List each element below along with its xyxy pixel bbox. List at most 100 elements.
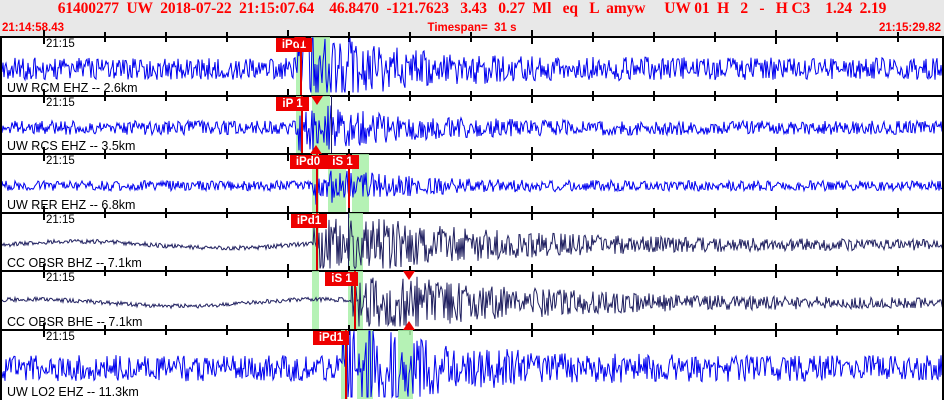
trace-row[interactable]: iPd1 21:15 UW LO2 EHZ -- 11.3km xyxy=(0,320,944,399)
trace-axis-line xyxy=(0,211,944,214)
axis-tick xyxy=(775,264,777,278)
axis-tick xyxy=(531,147,533,161)
axis-tick xyxy=(775,30,777,44)
axis-tick xyxy=(653,149,655,159)
pick-label[interactable]: iP 1 xyxy=(276,96,309,111)
axis-tick xyxy=(653,90,655,101)
axis-tick xyxy=(348,324,350,335)
axis-tick xyxy=(104,207,106,218)
pick-line[interactable] xyxy=(354,271,356,329)
pick-marker-down-triangle[interactable] xyxy=(311,95,323,105)
axis-tick xyxy=(592,207,594,218)
pick-label[interactable]: iS 1 xyxy=(326,155,359,169)
trace-axis-line xyxy=(0,94,944,97)
trace-axis-line xyxy=(0,36,944,38)
axis-tick xyxy=(470,90,472,101)
axis-tick xyxy=(165,32,167,42)
pick-line[interactable] xyxy=(345,329,347,399)
channel-label: UW RCM EHZ -- 2.6km xyxy=(7,80,138,95)
pick-marker-up-triangle[interactable] xyxy=(403,320,415,330)
axis-time-label: 21:15 xyxy=(46,213,75,226)
axis-tick xyxy=(531,264,533,278)
axis-tick xyxy=(348,32,350,42)
pick-label[interactable]: iS 1 xyxy=(325,272,358,286)
axis-tick xyxy=(226,266,228,276)
axis-tick xyxy=(43,264,45,278)
axis-tick xyxy=(287,264,289,278)
axis-tick xyxy=(43,322,45,337)
axis-tick xyxy=(714,207,716,218)
axis-tick xyxy=(836,90,838,101)
axis-tick xyxy=(287,205,289,220)
pick-label[interactable]: iPd1 xyxy=(313,330,349,345)
trace-row[interactable]: iS 1 21:15 CC OBSR BHE -- 7.1km xyxy=(0,264,944,329)
axis-tick xyxy=(592,32,594,42)
pick-marker-down-triangle[interactable] xyxy=(294,37,306,46)
coda-window-band xyxy=(296,37,301,95)
waveform-trace xyxy=(0,218,944,270)
axis-tick xyxy=(592,266,594,276)
pick-line[interactable] xyxy=(301,95,303,153)
axis-tick xyxy=(226,149,228,159)
axis-tick xyxy=(714,149,716,159)
secondary-marker-line xyxy=(348,212,349,270)
trace-panel[interactable]: iPd1 21:15 UW RCM EHZ -- 2.6km iP 1 21:15 UW … xyxy=(0,30,944,400)
axis-tick xyxy=(836,149,838,159)
axis-tick xyxy=(470,266,472,276)
timespan-bar: 21:14:58.43 Timespan= 31 s 21:15:29.82 xyxy=(0,20,944,36)
pick-marker-down-triangle[interactable] xyxy=(403,271,415,280)
axis-tick xyxy=(165,149,167,159)
axis-tick xyxy=(836,32,838,42)
axis-tick xyxy=(226,32,228,42)
trace-row[interactable]: iPd0 iS 1 21:15 UW RER EHZ -- 6.8km xyxy=(0,145,944,212)
axis-tick xyxy=(653,266,655,276)
timespan-label: Timespan= 31 s xyxy=(427,22,517,34)
axis-tick xyxy=(226,324,228,335)
axis-tick xyxy=(836,266,838,276)
axis-tick xyxy=(897,90,899,101)
axis-tick xyxy=(653,32,655,42)
axis-tick xyxy=(897,207,899,218)
axis-tick xyxy=(409,207,411,218)
waveform-trace xyxy=(0,274,944,328)
axis-tick xyxy=(470,324,472,335)
trace-axis-line xyxy=(0,328,944,331)
pick-line[interactable] xyxy=(316,154,318,212)
axis-tick xyxy=(43,205,45,220)
waveform-trace xyxy=(0,170,944,205)
pick-line[interactable] xyxy=(300,37,302,95)
pick-label[interactable]: iPd0 xyxy=(290,155,326,169)
axis-tick xyxy=(409,32,411,42)
pick-line[interactable] xyxy=(316,212,318,270)
trace-row[interactable]: iP 1 21:15 UW RCS EHZ -- 3.5km xyxy=(0,88,944,153)
pick-line[interactable] xyxy=(348,154,350,212)
axis-tick xyxy=(104,324,106,335)
axis-tick xyxy=(653,324,655,335)
axis-tick xyxy=(287,322,289,337)
window-start-time: 21:14:58.43 xyxy=(2,22,65,34)
coda-window-band xyxy=(398,329,413,399)
pick-marker-up-triangle[interactable] xyxy=(310,145,322,154)
waveform-trace xyxy=(0,104,944,152)
axis-tick xyxy=(714,324,716,335)
axis-tick xyxy=(775,322,777,337)
axis-tick xyxy=(531,205,533,220)
axis-tick xyxy=(775,205,777,220)
axis-tick xyxy=(592,324,594,335)
axis-tick xyxy=(104,149,106,159)
axis-tick xyxy=(897,266,899,276)
trace-row[interactable]: iPd1 21:15 CC OBSR BHZ -- 7.1km xyxy=(0,205,944,270)
axis-tick xyxy=(409,149,411,159)
axis-tick xyxy=(531,30,533,44)
trace-row[interactable]: iPd1 21:15 UW RCM EHZ -- 2.6km xyxy=(0,30,944,95)
secondary-marker-line xyxy=(331,95,332,153)
axis-tick xyxy=(409,90,411,101)
channel-label: UW LO2 EHZ -- 11.3km xyxy=(7,384,139,399)
axis-time-label: 21:15 xyxy=(46,38,75,50)
axis-tick xyxy=(470,149,472,159)
axis-tick xyxy=(165,90,167,101)
pick-label[interactable]: iPd1 xyxy=(291,213,327,228)
axis-tick xyxy=(287,147,289,161)
axis-tick xyxy=(775,147,777,161)
